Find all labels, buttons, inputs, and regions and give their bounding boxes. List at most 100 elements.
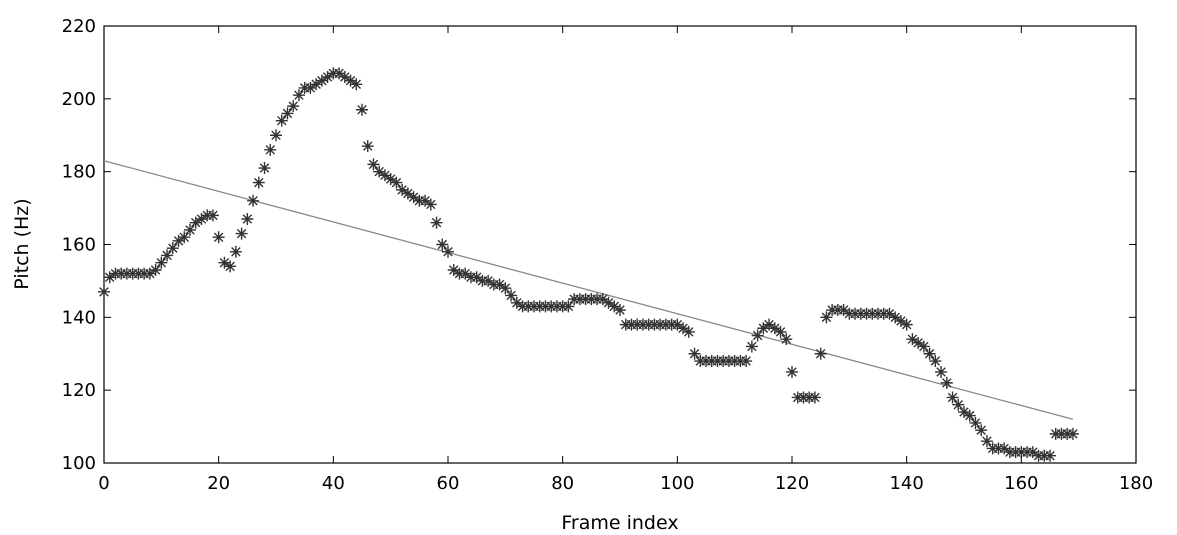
data-point <box>935 365 948 378</box>
y-tick-label: 160 <box>62 235 96 256</box>
x-tick-label: 80 <box>551 473 574 494</box>
data-point <box>396 183 409 196</box>
data-point <box>814 347 827 360</box>
data-point <box>963 409 976 422</box>
data-point <box>407 191 420 204</box>
data-point <box>155 256 168 269</box>
data-point <box>602 296 615 309</box>
data-point <box>493 278 506 291</box>
data-point <box>900 318 913 331</box>
data-point <box>333 67 346 80</box>
data-point <box>304 81 317 94</box>
data-point <box>608 300 621 313</box>
data-point <box>614 304 626 317</box>
x-axis-label: Frame index <box>561 512 678 534</box>
data-point <box>344 74 357 87</box>
data-point <box>688 347 701 360</box>
x-tick-label: 60 <box>437 473 460 494</box>
data-point <box>958 406 970 419</box>
data-point <box>218 256 231 269</box>
data-point <box>780 333 793 346</box>
data-point <box>350 78 363 91</box>
data-point <box>786 365 798 378</box>
data-point <box>1066 427 1079 440</box>
data-point <box>917 340 930 353</box>
data-point <box>889 311 902 324</box>
data-point <box>740 355 753 368</box>
data-point <box>252 176 265 189</box>
data-point <box>808 391 821 404</box>
data-point <box>436 238 449 251</box>
y-tick-label: 180 <box>62 162 96 183</box>
data-point <box>596 293 609 306</box>
data-point <box>281 107 294 120</box>
data-point <box>212 231 225 244</box>
data-point <box>258 162 271 175</box>
data-point <box>178 231 191 244</box>
data-point <box>361 140 374 153</box>
data-point <box>757 322 770 335</box>
data-point <box>940 376 953 389</box>
x-tick-label: 140 <box>889 473 923 494</box>
data-point <box>235 227 248 240</box>
data-point <box>287 100 300 113</box>
data-point <box>103 271 116 284</box>
data-point <box>447 263 460 276</box>
y-tick-label: 220 <box>62 16 96 37</box>
y-tick-label: 120 <box>62 380 96 401</box>
y-tick-label: 200 <box>62 89 96 110</box>
data-point <box>275 114 288 127</box>
data-point <box>419 194 432 207</box>
data-point <box>161 249 174 262</box>
data-point <box>373 165 386 178</box>
data-point <box>98 285 110 298</box>
data-point <box>906 333 919 346</box>
data-point <box>562 300 575 313</box>
x-tick-label: 180 <box>1119 473 1153 494</box>
data-point <box>671 318 684 331</box>
data-point <box>929 355 942 368</box>
data-point <box>980 435 993 448</box>
data-point <box>356 103 368 116</box>
x-tick-label: 120 <box>775 473 809 494</box>
data-point <box>998 442 1011 455</box>
data-point <box>1044 449 1056 462</box>
plot-layer <box>98 67 1079 462</box>
y-tick-label: 100 <box>62 453 96 474</box>
data-point <box>774 325 787 338</box>
x-tick-label: 0 <box>98 473 109 494</box>
data-point <box>189 216 202 229</box>
data-point <box>1026 446 1039 459</box>
data-point <box>172 234 185 247</box>
data-point <box>745 340 758 353</box>
y-axis-label: Pitch (Hz) <box>11 198 33 289</box>
data-point <box>969 416 982 429</box>
x-tick-label: 40 <box>322 473 345 494</box>
data-point <box>206 209 219 222</box>
data-point <box>952 398 965 411</box>
data-point <box>338 70 351 83</box>
data-point <box>315 74 328 87</box>
data-point <box>482 274 495 287</box>
data-point <box>923 347 936 360</box>
data-point <box>195 213 208 226</box>
data-point <box>401 187 414 200</box>
x-tick-label: 20 <box>207 473 230 494</box>
x-tick-label: 160 <box>1004 473 1038 494</box>
data-point <box>682 325 695 338</box>
data-point <box>768 322 781 335</box>
data-point <box>310 78 323 91</box>
data-point <box>470 271 483 284</box>
data-point <box>837 304 850 317</box>
data-point <box>270 129 282 142</box>
data-point <box>224 260 237 273</box>
data-point <box>430 216 443 229</box>
data-point <box>166 242 179 255</box>
data-point <box>505 289 518 302</box>
data-point <box>751 329 764 342</box>
y-tick-label: 140 <box>62 307 96 328</box>
data-point <box>184 223 196 236</box>
data-point <box>241 213 254 226</box>
data-point <box>975 424 988 437</box>
